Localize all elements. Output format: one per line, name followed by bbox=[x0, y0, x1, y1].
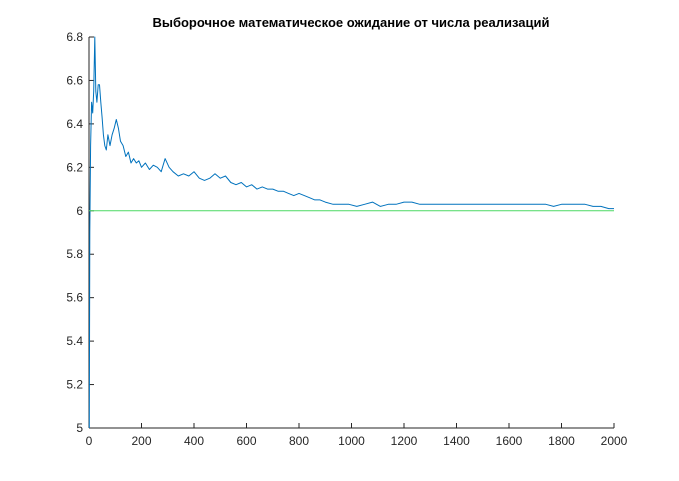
y-tick-label: 5.2 bbox=[66, 378, 83, 392]
y-tick-label: 6.8 bbox=[66, 30, 83, 44]
plot-area: 0 200 400 600 800 1000 1200 1400 1600 1800 2000 5 5.… bbox=[66, 30, 627, 448]
y-tick-label: 6.4 bbox=[66, 117, 83, 131]
y-tick-label: 5.6 bbox=[66, 291, 83, 305]
x-tick-label: 200 bbox=[131, 434, 151, 448]
y-tick-label: 5.8 bbox=[66, 247, 83, 261]
chart-title: Выборочное математическое ожидание от чи… bbox=[152, 15, 549, 30]
sample-mean-line bbox=[88, 36, 614, 429]
x-tick-label: 800 bbox=[289, 434, 309, 448]
x-tick-label: 1800 bbox=[548, 434, 575, 448]
y-tick-label: 5 bbox=[76, 421, 83, 435]
x-tick-label: 0 bbox=[86, 434, 93, 448]
y-tick-label: 6.2 bbox=[66, 160, 83, 174]
y-tick-label: 6 bbox=[76, 204, 83, 218]
x-tick-label: 600 bbox=[236, 434, 256, 448]
y-tick-label: 5.4 bbox=[66, 334, 83, 348]
x-tick-label: 1400 bbox=[443, 434, 470, 448]
x-tick-label: 1000 bbox=[338, 434, 365, 448]
x-tick-label: 2000 bbox=[601, 434, 628, 448]
x-tick-label: 1600 bbox=[496, 434, 523, 448]
plot-background bbox=[89, 37, 614, 428]
y-tick-label: 6.6 bbox=[66, 73, 83, 87]
x-tick-label: 1200 bbox=[391, 434, 418, 448]
x-tick-label: 400 bbox=[184, 434, 204, 448]
